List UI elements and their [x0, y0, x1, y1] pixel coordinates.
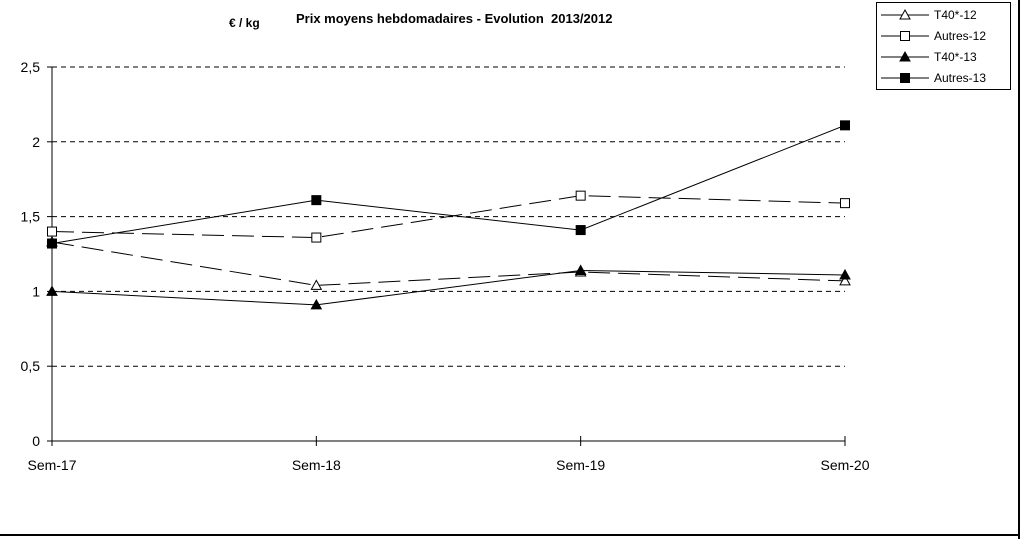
data-point: [839, 274, 851, 286]
x-tick-label: Sem-17: [27, 457, 76, 473]
y-tick-label: 2,5: [21, 59, 41, 75]
legend-swatch: [881, 73, 929, 83]
x-tick-label: Sem-19: [556, 457, 605, 473]
frame-border-right: [1018, 0, 1020, 539]
data-point: [840, 120, 850, 131]
axes: 0 0,5 1 1,5 2 2,5 Sem-17 Sem-18 Sem-19 Sem-20: [21, 59, 870, 473]
series: [46, 120, 851, 310]
y-tick-label: 1: [32, 283, 40, 299]
legend-item-autres-13: Autres-13: [877, 68, 1010, 88]
series-line: [51, 269, 846, 306]
legend-label: Autres-12: [934, 29, 987, 43]
data-point: [574, 264, 587, 275]
legend-item-t40-13: T40*-13: [877, 47, 1010, 67]
chart-title: Prix moyens hebdomadaires - Evolution 20…: [296, 11, 612, 26]
legend-swatch: [881, 8, 929, 20]
legend-swatch: [881, 31, 929, 41]
frame-border-bottom: [0, 534, 1020, 536]
y-tick-label: 0: [32, 433, 40, 449]
data-point: [47, 238, 57, 249]
y-tick-label: 2: [32, 134, 40, 150]
data-point: [311, 232, 322, 243]
x-tick-label: Sem-18: [292, 457, 341, 473]
legend-label: Autres-13: [934, 71, 987, 85]
legend-swatch: [881, 50, 929, 62]
legend-label: T40*-13: [934, 50, 977, 64]
data-point: [311, 195, 322, 206]
data-point: [47, 226, 57, 237]
legend: T40*-12 Autres-12 T40*-13 Autres-13: [876, 2, 1011, 90]
data-point: [310, 279, 323, 290]
series-line: [51, 241, 846, 286]
data-point: [310, 298, 323, 310]
legend-item-t40-12: T40*-12: [877, 5, 1010, 25]
data-point: [839, 268, 851, 280]
legend-label: T40*-12: [934, 8, 977, 22]
data-point: [46, 285, 58, 296]
legend-item-autres-12: Autres-12: [877, 26, 1010, 46]
data-point: [575, 225, 586, 236]
x-tick-label: Sem-20: [820, 457, 869, 473]
data-point: [575, 190, 586, 201]
y-tick-label: 0,5: [21, 358, 41, 374]
series-line: [51, 124, 846, 245]
data-point: [840, 198, 850, 209]
y-axis-label: € / kg: [229, 16, 260, 30]
y-tick-label: 1,5: [21, 209, 41, 225]
series-line: [51, 195, 846, 239]
